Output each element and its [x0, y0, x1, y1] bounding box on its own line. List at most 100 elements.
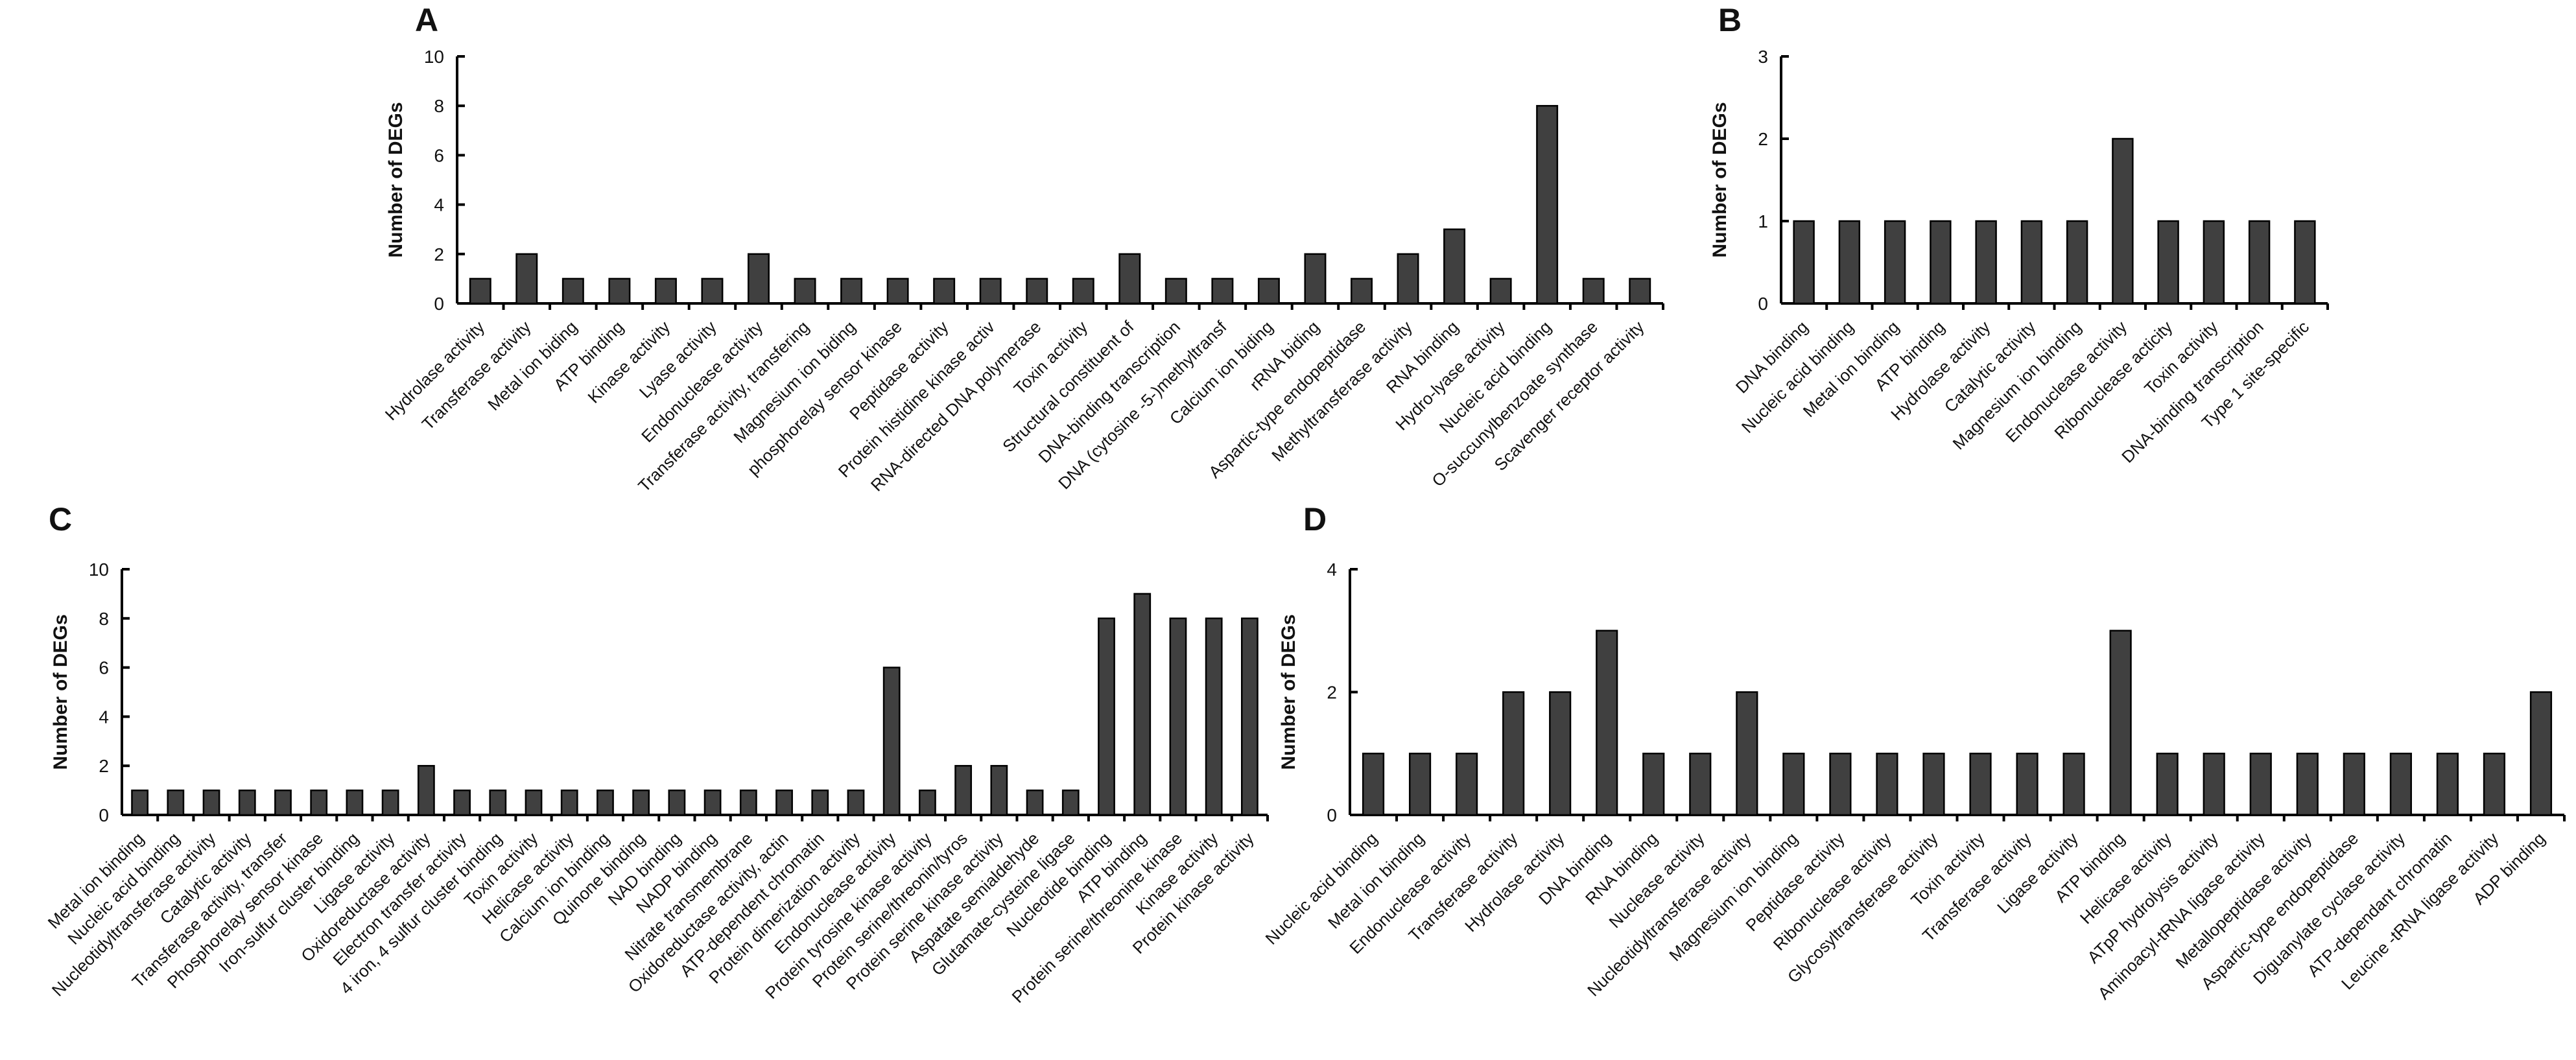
bar — [748, 253, 770, 305]
bar — [274, 789, 292, 816]
bar — [1969, 753, 1992, 816]
bar — [2203, 753, 2225, 816]
bar — [979, 277, 1002, 305]
bar — [919, 789, 936, 816]
bar — [1876, 753, 1898, 816]
x-tick-label: Ligase activity — [1993, 829, 2082, 917]
bar — [1072, 277, 1094, 305]
bar — [1629, 277, 1651, 305]
bar — [654, 277, 677, 305]
bar — [489, 789, 507, 816]
bar — [346, 789, 364, 816]
bar — [2389, 753, 2412, 816]
bar — [1793, 220, 1815, 305]
bar — [794, 277, 816, 305]
bar — [1922, 753, 1945, 816]
bar — [417, 764, 435, 816]
bar — [2020, 220, 2043, 305]
y-tick-label: 10 — [424, 47, 444, 67]
bar — [1133, 593, 1152, 816]
y-tick-label: 0 — [1327, 805, 1337, 825]
bar — [1975, 220, 1997, 305]
bar — [167, 789, 185, 816]
bar — [739, 789, 757, 816]
bar — [1257, 277, 1280, 305]
y-tick-label: 4 — [1327, 559, 1337, 580]
y-tick-label: 3 — [1758, 47, 1768, 67]
bar — [1164, 277, 1187, 305]
panel-letter: B — [1718, 2, 1742, 38]
bar — [1549, 691, 1572, 816]
bar — [886, 277, 909, 305]
bar — [1240, 617, 1258, 816]
bar — [381, 789, 399, 816]
y-tick-label: 4 — [434, 195, 444, 215]
bar — [469, 277, 491, 305]
bar — [238, 789, 256, 816]
bar — [1582, 277, 1605, 305]
x-tick-label: Transferase activity, transfering — [634, 317, 813, 496]
y-tick-label: 2 — [434, 244, 444, 265]
bar — [1205, 617, 1223, 816]
bar — [2248, 220, 2271, 305]
bar — [2483, 753, 2506, 816]
bar — [1489, 277, 1512, 305]
bar — [453, 789, 471, 816]
bar — [525, 789, 543, 816]
bar — [2203, 220, 2225, 305]
bar — [2109, 630, 2132, 816]
bar — [1455, 753, 1478, 816]
bar — [1642, 753, 1665, 816]
y-tick-label: 1 — [1758, 211, 1768, 231]
bar — [1736, 691, 1758, 816]
bar — [1211, 277, 1234, 305]
x-tick-label: DNA (cytosine -5-)methyltransf — [1054, 316, 1231, 493]
bar — [2157, 220, 2179, 305]
bar — [2296, 753, 2319, 816]
y-axis-label: Number of DEGs — [1709, 102, 1731, 257]
bar — [560, 789, 578, 816]
bar — [2016, 753, 2038, 816]
bar — [310, 789, 328, 816]
bar — [1026, 789, 1044, 816]
bar — [2436, 753, 2459, 816]
bar — [1098, 617, 1115, 816]
bar — [2529, 691, 2553, 816]
y-tick-label: 0 — [434, 294, 444, 314]
y-tick-label: 0 — [1758, 294, 1768, 314]
bar — [775, 789, 793, 816]
bar — [2156, 753, 2179, 816]
bar — [597, 789, 614, 816]
bar — [202, 789, 220, 816]
bar — [515, 253, 538, 305]
bar — [1351, 277, 1373, 305]
y-axis-label: Number of DEGs — [1278, 614, 1299, 770]
y-tick-label: 8 — [434, 96, 444, 116]
y-axis-label: Number of DEGs — [385, 102, 407, 257]
x-tick-label: Kinase activity — [584, 317, 674, 407]
y-axis-label: Number of DEGs — [50, 614, 71, 770]
bar — [131, 789, 149, 816]
bar — [847, 789, 865, 816]
bar — [1397, 253, 1419, 305]
bar — [2066, 220, 2088, 305]
y-tick-label: 2 — [99, 756, 109, 776]
y-tick-label: 8 — [99, 609, 109, 629]
bar — [561, 277, 584, 305]
bar — [840, 277, 863, 305]
bar — [2294, 220, 2316, 305]
panel-letter: A — [415, 2, 438, 38]
bar — [1118, 253, 1141, 305]
bar — [701, 277, 724, 305]
bar — [632, 789, 650, 816]
bar — [1061, 789, 1080, 816]
bar — [1829, 753, 1852, 816]
bar — [1443, 228, 1466, 305]
bar — [990, 764, 1008, 816]
bar — [2249, 753, 2272, 816]
bar — [811, 789, 829, 816]
bar — [1026, 277, 1048, 305]
bar — [2343, 753, 2365, 816]
